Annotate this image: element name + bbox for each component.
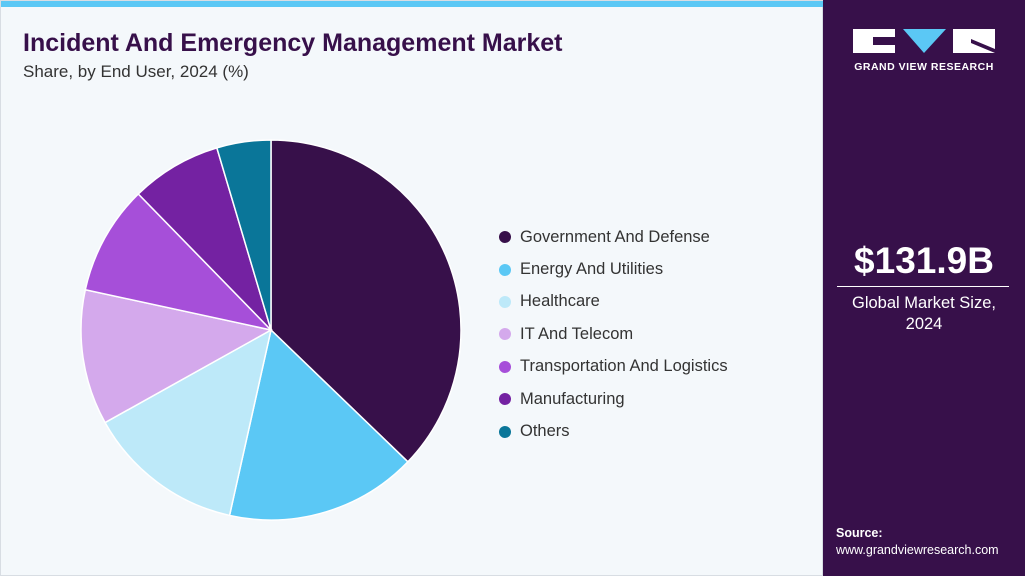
legend-item: IT And Telecom xyxy=(499,318,728,350)
caption-line-1: Global Market Size, xyxy=(852,294,996,312)
chart-title: Incident And Emergency Management Market xyxy=(23,29,563,57)
chart-subtitle: Share, by End User, 2024 (%) xyxy=(23,62,249,81)
pie-chart xyxy=(80,139,462,521)
market-size-caption: Global Market Size, 2024 xyxy=(823,293,1025,335)
legend-label: Healthcare xyxy=(520,292,600,311)
legend-label: Others xyxy=(520,422,570,441)
pie-slice-manufacturing xyxy=(137,146,272,331)
legend-swatch xyxy=(499,328,511,341)
pie-slice-healthcare xyxy=(104,328,273,517)
legend-item: Transportation And Logistics xyxy=(499,351,728,383)
logo-text: GRAND VIEW RESEARCH xyxy=(854,61,994,73)
market-size-value: $131.9B xyxy=(854,240,994,281)
divider xyxy=(837,286,1009,287)
legend-label: Energy And Utilities xyxy=(520,260,664,279)
legend-item: Energy And Utilities xyxy=(499,253,728,285)
source-label: Source: xyxy=(836,526,883,540)
legend-swatch xyxy=(499,360,511,373)
legend-swatch xyxy=(499,263,511,276)
accent-bar xyxy=(1,1,824,7)
legend-item: Manufacturing xyxy=(499,383,728,415)
pie-slice-others xyxy=(215,139,272,331)
pie-slice-government-and-defense xyxy=(270,139,462,463)
legend-item: Healthcare xyxy=(499,286,728,318)
chart-panel: Incident And Emergency Management Market… xyxy=(0,0,824,576)
pie-slice-it-and-telecom xyxy=(80,288,274,424)
legend-label: Transportation And Logistics xyxy=(520,357,728,376)
caption-line-2: 2024 xyxy=(905,315,943,333)
source-link[interactable]: www.grandviewresearch.com xyxy=(836,543,999,557)
sidebar: GRAND VIEW RESEARCH $131.9B Global Marke… xyxy=(823,0,1025,576)
legend-label: Manufacturing xyxy=(520,389,625,408)
pie-slice-energy-and-utilities xyxy=(228,328,409,521)
legend-label: Government And Defense xyxy=(520,227,710,246)
grand-view-research-logo xyxy=(853,29,995,53)
legend-item: Government And Defense xyxy=(499,221,728,253)
legend-swatch xyxy=(499,425,511,438)
legend-label: IT And Telecom xyxy=(520,324,634,343)
legend-swatch xyxy=(499,295,511,308)
legend-item: Others xyxy=(499,415,728,447)
legend-swatch xyxy=(499,393,511,406)
pie-slice-transportation-and-logistics xyxy=(84,192,274,332)
legend: Government And Defense Energy And Utiliti… xyxy=(499,221,728,448)
legend-swatch xyxy=(499,231,511,244)
